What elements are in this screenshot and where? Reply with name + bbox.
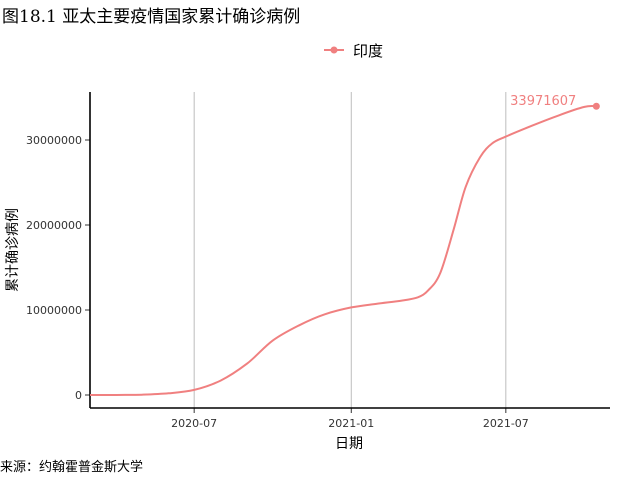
chart-title: 图18.1 亚太主要疫情国家累计确诊病例 — [2, 7, 301, 27]
legend-point-swatch — [330, 46, 338, 54]
legend-label: 印度 — [353, 42, 383, 60]
x-tick-label: 2021-07 — [483, 417, 529, 430]
source-note: 来源：约翰霍普金斯大学 — [0, 460, 144, 475]
x-tick-label: 2021-01 — [328, 417, 374, 430]
tick-labels: 2020-07 2021-01 2021-07 0 10000000 20000000 30… — [26, 134, 529, 430]
y-tick-label: 30000000 — [26, 134, 82, 147]
x-axis-title: 日期 — [335, 436, 363, 452]
series-line-india — [89, 104, 597, 396]
grid-lines — [193, 92, 507, 408]
legend: 印度 — [324, 42, 383, 60]
y-tick-label: 0 — [75, 389, 82, 402]
y-tick-label: 10000000 — [26, 304, 82, 317]
axes — [85, 92, 610, 413]
series-layer: 33971607 — [89, 94, 600, 396]
y-axis-title: 累计确诊病例 — [5, 208, 21, 292]
end-value-label: 33971607 — [510, 94, 576, 109]
y-tick-label: 20000000 — [26, 219, 82, 232]
x-tick-label: 2020-07 — [171, 417, 217, 430]
series-end-point — [592, 102, 600, 110]
